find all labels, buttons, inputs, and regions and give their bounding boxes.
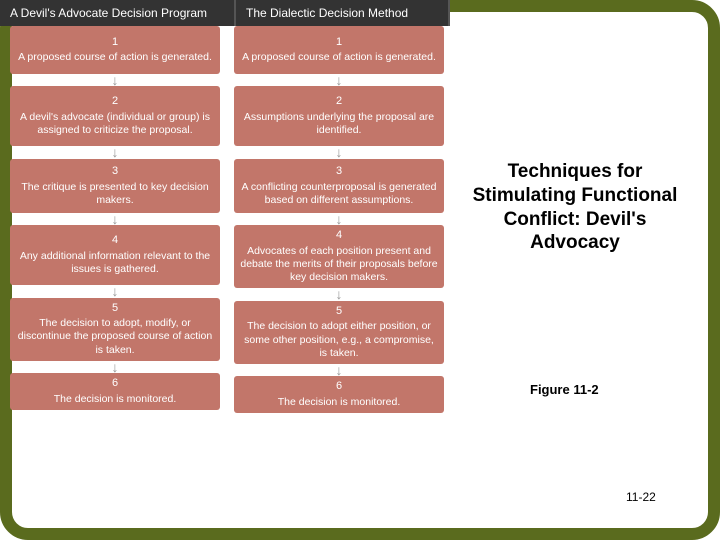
step-number: 5 [16,302,214,316]
step-text: Any additional information relevant to t… [16,250,214,276]
step-text: The decision to adopt either position, o… [240,320,438,359]
down-arrow-icon: ↓ [336,76,343,84]
flow-step: 6 The decision is monitored. [234,376,444,413]
flow-step: 3 The critique is presented to key decisi… [10,159,220,213]
flow-step: 5The decision to adopt, modify, or disco… [10,298,220,361]
step-number: 3 [16,165,214,179]
down-arrow-icon: ↓ [336,290,343,298]
down-arrow-icon: ↓ [112,215,119,223]
step-text: A proposed course of action is generated… [16,51,214,64]
down-arrow-icon: ↓ [336,215,343,223]
step-number: 2 [240,95,438,109]
flow-step: 3 A conflicting counterproposal is genera… [234,159,444,213]
down-arrow-icon: ↓ [112,363,119,371]
down-arrow-icon: ↓ [336,148,343,156]
step-text: The critique is presented to key decisio… [16,181,214,207]
header-right: The Dialectic Decision Method [236,0,450,26]
flow-step: 2 Assumptions underlying the proposal are… [234,86,444,146]
column-headers: A Devil's Advocate Decision Program The … [0,0,450,26]
step-text: Advocates of each position present and d… [240,245,438,284]
step-number: 6 [16,377,214,391]
page-number: 11-22 [626,490,656,504]
flow-step: 2 A devil's advocate (individual or group… [10,86,220,146]
flow-step: 4 Any additional information relevant to … [10,225,220,285]
step-number: 1 [240,36,438,50]
step-number: 4 [240,229,438,243]
flow-step: 6 The decision is monitored. [10,373,220,410]
header-left: A Devil's Advocate Decision Program [0,0,236,26]
figure-label: Figure 11-2 [530,382,599,397]
step-text: The decision is monitored. [16,393,214,406]
flow-step: 5The decision to adopt either position, … [234,301,444,364]
down-arrow-icon: ↓ [112,76,119,84]
flow-columns: 1A proposed course of action is generate… [10,26,444,413]
col-left: 1A proposed course of action is generate… [10,26,220,413]
col-right: 1A proposed course of action is generate… [234,26,444,413]
step-text: Assumptions underlying the proposal are … [240,111,438,137]
flow-step: 1A proposed course of action is generate… [10,26,220,74]
step-number: 4 [16,234,214,248]
step-text: A devil's advocate (individual or group)… [16,111,214,137]
step-number: 3 [240,165,438,179]
step-text: The decision to adopt, modify, or discon… [16,317,214,356]
down-arrow-icon: ↓ [112,148,119,156]
down-arrow-icon: ↓ [336,366,343,374]
step-text: A proposed course of action is generated… [240,51,438,64]
step-number: 5 [240,305,438,319]
flow-step: 1A proposed course of action is generate… [234,26,444,74]
step-number: 2 [16,95,214,109]
slide-title: Techniques for Stimulating Functional Co… [470,160,680,255]
step-number: 1 [16,36,214,50]
step-number: 6 [240,380,438,394]
down-arrow-icon: ↓ [112,287,119,295]
step-text: The decision is monitored. [240,396,438,409]
flow-step: 4 Advocates of each position present and … [234,225,444,288]
step-text: A conflicting counterproposal is generat… [240,181,438,207]
